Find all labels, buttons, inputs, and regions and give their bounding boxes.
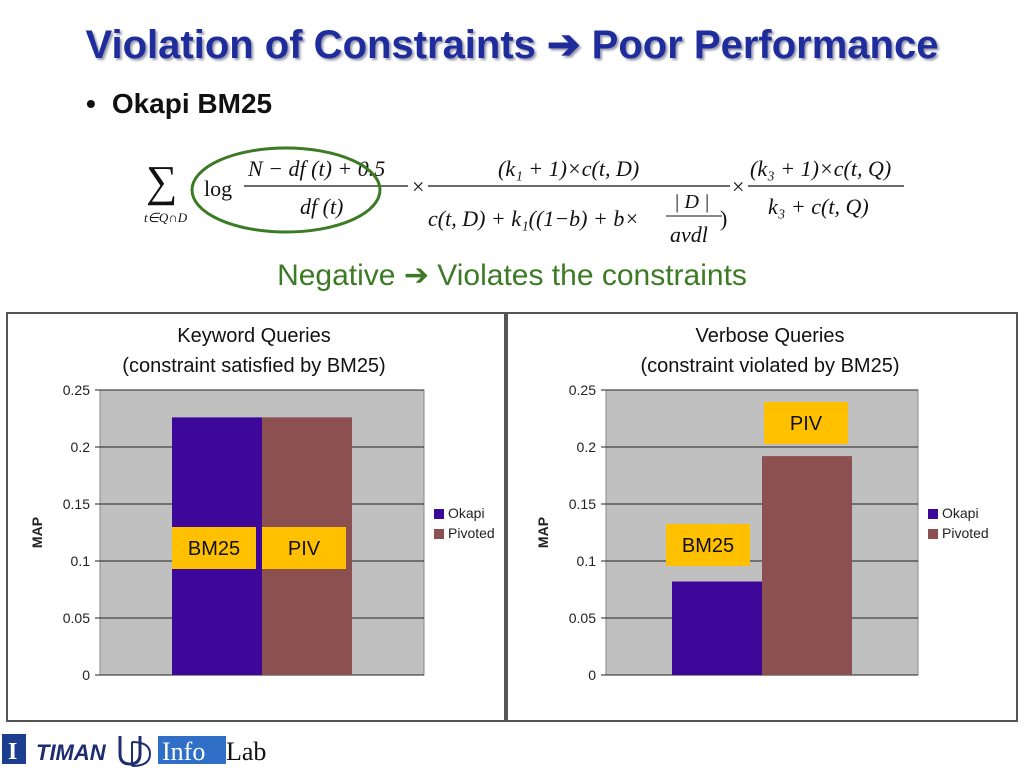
- annotation-box-bm25: [666, 524, 750, 566]
- y-tick-label: 0.2: [71, 439, 91, 455]
- legend-label-okapi: Okapi: [942, 505, 979, 521]
- tf-denominator-close: ): [720, 206, 727, 231]
- chart-panel-keyword: Keyword Queries (constraint satisfied by …: [6, 312, 506, 722]
- ud-logo-icon: [118, 736, 152, 767]
- y-tick-label: 0.05: [63, 610, 90, 626]
- y-tick-label: 0.05: [569, 610, 596, 626]
- chart-subtitle: (constraint violated by BM25): [640, 355, 899, 377]
- annotation-box-piv: [262, 527, 346, 569]
- y-axis-label: MAP: [535, 517, 551, 548]
- y-tick-label: 0.15: [569, 496, 596, 512]
- negative-note: Negative ➔ Violates the constraints: [277, 259, 747, 292]
- y-tick-label: 0: [588, 667, 596, 683]
- chart-subtitle: (constraint satisfied by BM25): [122, 355, 385, 377]
- bm25-formula: ∑ t∈Q∩D log N − df (t) + 0.5 df (t) × (k…: [144, 146, 904, 247]
- infolab-logo-text-a: Info: [162, 737, 205, 766]
- legend-swatch-pivoted: [434, 529, 444, 539]
- qtf-numerator: (k₃ + 1)×c(t, Q): [750, 156, 891, 181]
- length-numerator: | D |: [674, 191, 709, 213]
- annotation-label-piv: PIV: [288, 538, 321, 560]
- infolab-logo-text-b: Lab: [226, 737, 266, 766]
- chart-title: Verbose Queries: [696, 325, 845, 347]
- y-tick-label: 0.2: [577, 439, 597, 455]
- y-tick-label: 0.25: [63, 382, 90, 398]
- infolab-logo-box: [158, 736, 226, 764]
- times-2: ×: [732, 174, 744, 199]
- idf-highlight-ellipse: [190, 146, 382, 234]
- bullet-okapi: • Okapi BM25: [86, 88, 272, 120]
- log-text: log: [204, 176, 232, 201]
- annotation-label-bm25: BM25: [188, 538, 240, 560]
- annotation-label-piv: PIV: [790, 413, 823, 435]
- legend-label-pivoted: Pivoted: [448, 525, 495, 541]
- chart-verbose-queries: Verbose Queries (constraint violated by B…: [535, 325, 989, 683]
- idf-denominator: df (t): [300, 194, 343, 219]
- chart-title: Keyword Queries: [177, 325, 330, 347]
- bullet-dot: •: [86, 88, 96, 119]
- legend-swatch-pivoted: [928, 529, 938, 539]
- bar-pivoted: [762, 456, 852, 675]
- annotation-label-bm25: BM25: [682, 535, 734, 557]
- y-tick-label: 0.1: [71, 553, 91, 569]
- footer-logos: I TIMAN Info Lab: [2, 734, 266, 767]
- illinois-logo-letter: I: [8, 739, 17, 765]
- timan-logo-text: TIMAN: [36, 740, 107, 765]
- annotation-box-bm25: [172, 527, 256, 569]
- legend-swatch-okapi: [928, 509, 938, 519]
- tf-denominator: c(t, D) + k₁((1−b) + b×: [428, 206, 639, 231]
- legend-swatch-okapi: [434, 509, 444, 519]
- idf-numerator: N − df (t) + 0.5: [247, 156, 385, 181]
- bar-okapi: [672, 581, 762, 675]
- y-tick-label: 0.1: [577, 553, 597, 569]
- slide-title: Violation of Constraints ➔ Poor Performa…: [85, 23, 939, 67]
- qtf-denominator: k₃ + c(t, Q): [768, 194, 869, 219]
- bullet-text: Okapi BM25: [111, 88, 273, 119]
- times-1: ×: [412, 174, 424, 199]
- chart-panel-verbose: Verbose Queries (constraint violated by B…: [506, 312, 1018, 722]
- legend-label-pivoted: Pivoted: [942, 525, 989, 541]
- annotation-box-piv: [764, 402, 848, 444]
- sum-subscript: t∈Q∩D: [144, 210, 188, 225]
- length-denominator: avdl: [670, 222, 708, 247]
- illinois-logo-icon: [2, 734, 26, 764]
- y-axis-label: MAP: [29, 517, 45, 548]
- legend-label-okapi: Okapi: [448, 505, 485, 521]
- sum-symbol: ∑: [146, 157, 177, 206]
- y-tick-label: 0.25: [569, 382, 596, 398]
- y-tick-label: 0.15: [63, 496, 90, 512]
- y-tick-label: 0: [82, 667, 90, 683]
- chart-keyword-queries: Keyword Queries (constraint satisfied by …: [29, 325, 495, 683]
- tf-numerator: (k₁ + 1)×c(t, D): [498, 156, 639, 181]
